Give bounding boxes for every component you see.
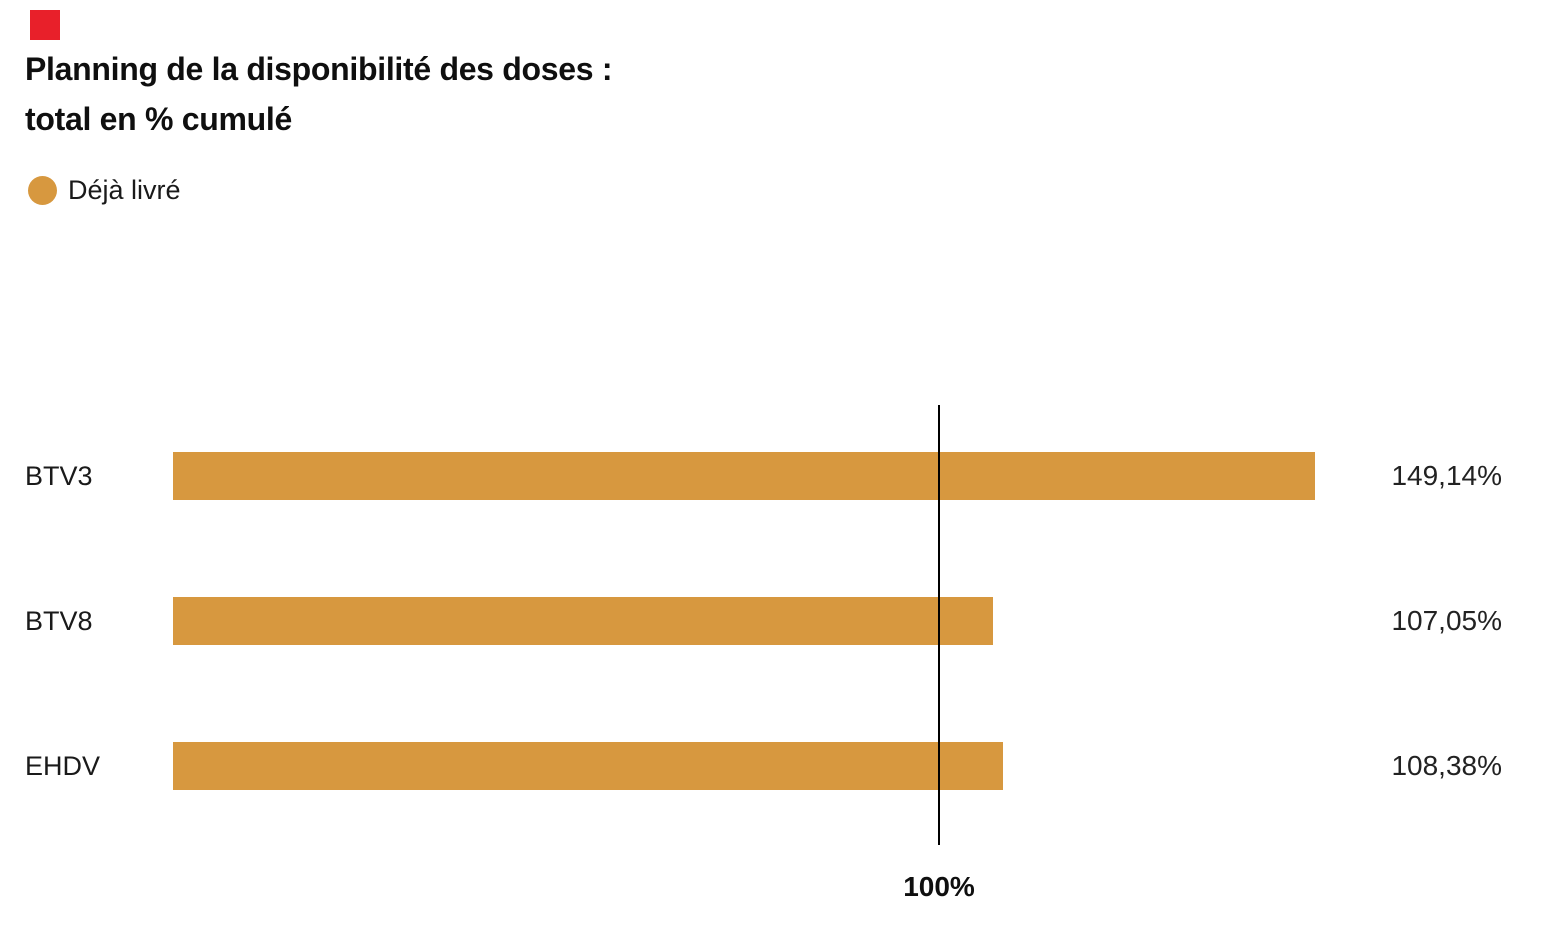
reference-line-100 bbox=[938, 405, 940, 845]
bar bbox=[173, 597, 993, 645]
value-label: 107,05% bbox=[1391, 605, 1502, 636]
bar bbox=[173, 742, 1003, 790]
bar-row: BTV3 149,14% bbox=[0, 452, 1562, 500]
legend-dot-icon bbox=[28, 176, 57, 205]
category-label: BTV3 bbox=[25, 461, 93, 491]
bar-row: BTV8 107,05% bbox=[0, 597, 1562, 645]
category-label: BTV8 bbox=[25, 606, 93, 636]
value-label: 149,14% bbox=[1391, 460, 1502, 491]
chart-title: Planning de la disponibilité des doses :… bbox=[25, 44, 613, 144]
category-label: EHDV bbox=[25, 751, 101, 781]
legend-label: Déjà livré bbox=[68, 175, 181, 205]
bar-row: EHDV 108,38% bbox=[0, 742, 1562, 790]
reference-line-label: 100% bbox=[903, 871, 975, 902]
bar bbox=[173, 452, 1315, 500]
red-square-marker bbox=[30, 10, 60, 40]
chart-title-line-2: total en % cumulé bbox=[25, 101, 292, 137]
legend: Déjà livré bbox=[28, 175, 181, 206]
chart-title-line-1: Planning de la disponibilité des doses : bbox=[25, 51, 613, 87]
value-label: 108,38% bbox=[1391, 750, 1502, 781]
